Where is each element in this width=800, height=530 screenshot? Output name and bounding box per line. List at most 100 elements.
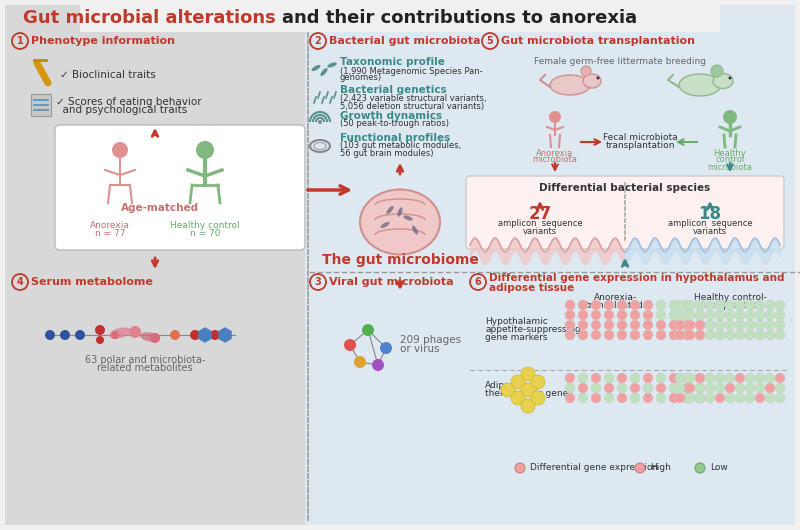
Circle shape	[745, 320, 755, 330]
Text: (50 peak-to-trough ratios): (50 peak-to-trough ratios)	[340, 119, 449, 128]
Circle shape	[635, 463, 645, 473]
Circle shape	[695, 383, 705, 393]
Ellipse shape	[110, 328, 130, 339]
FancyBboxPatch shape	[5, 5, 305, 525]
Text: Fecal microbiota: Fecal microbiota	[602, 132, 678, 142]
Circle shape	[725, 330, 735, 340]
Text: 2: 2	[314, 36, 322, 46]
Circle shape	[755, 330, 765, 340]
Circle shape	[685, 300, 695, 310]
Text: 1: 1	[17, 36, 23, 46]
Text: Taxonomic profile: Taxonomic profile	[340, 57, 445, 67]
Circle shape	[112, 142, 128, 158]
Circle shape	[372, 359, 384, 371]
Text: microbiota: microbiota	[533, 155, 578, 164]
Circle shape	[729, 76, 731, 80]
Circle shape	[725, 393, 735, 403]
Text: Female germ-free littermate breeding: Female germ-free littermate breeding	[534, 57, 706, 66]
Circle shape	[765, 383, 775, 393]
Ellipse shape	[583, 74, 601, 88]
Circle shape	[669, 393, 679, 403]
Circle shape	[682, 330, 692, 340]
Circle shape	[715, 300, 725, 310]
Circle shape	[196, 141, 214, 159]
Text: and psychological traits: and psychological traits	[56, 105, 187, 115]
Circle shape	[723, 110, 737, 124]
Circle shape	[695, 320, 705, 330]
Circle shape	[685, 373, 695, 383]
Circle shape	[669, 383, 679, 393]
Text: appetite-suppressing: appetite-suppressing	[485, 325, 581, 334]
Text: Gut microbiota transplantation: Gut microbiota transplantation	[501, 36, 695, 46]
Circle shape	[775, 310, 785, 320]
Text: Differential bacterial species: Differential bacterial species	[539, 183, 710, 193]
Circle shape	[578, 393, 588, 403]
Circle shape	[705, 393, 715, 403]
Text: Growth dynamics: Growth dynamics	[340, 111, 442, 121]
FancyBboxPatch shape	[305, 5, 795, 525]
Circle shape	[695, 383, 705, 393]
Circle shape	[643, 373, 653, 383]
Circle shape	[735, 300, 745, 310]
Text: 5: 5	[486, 36, 494, 46]
Circle shape	[695, 310, 705, 320]
Circle shape	[685, 330, 695, 340]
Circle shape	[695, 393, 705, 403]
Ellipse shape	[321, 68, 327, 76]
Circle shape	[705, 320, 715, 330]
Text: gene markers: gene markers	[485, 333, 547, 342]
Text: Healthy: Healthy	[714, 148, 746, 157]
Text: adipose tissue: adipose tissue	[489, 283, 574, 293]
Circle shape	[656, 330, 666, 340]
Text: transplanted: transplanted	[701, 302, 759, 311]
Circle shape	[344, 339, 356, 351]
Text: control: control	[715, 155, 745, 164]
Circle shape	[745, 330, 755, 340]
Ellipse shape	[386, 206, 394, 214]
Circle shape	[682, 373, 692, 383]
Text: 6: 6	[474, 277, 482, 287]
Ellipse shape	[140, 332, 160, 342]
Text: Bacterial gut microbiota: Bacterial gut microbiota	[329, 36, 481, 46]
Circle shape	[521, 399, 535, 413]
Circle shape	[745, 393, 755, 403]
Circle shape	[775, 300, 785, 310]
Circle shape	[591, 300, 601, 310]
Text: Healthy control: Healthy control	[170, 220, 240, 229]
Circle shape	[765, 373, 775, 383]
Circle shape	[578, 373, 588, 383]
Text: variants: variants	[693, 226, 727, 235]
Circle shape	[705, 310, 715, 320]
Circle shape	[656, 383, 666, 393]
Circle shape	[643, 320, 653, 330]
Circle shape	[715, 330, 725, 340]
Circle shape	[565, 393, 575, 403]
Circle shape	[604, 393, 614, 403]
Circle shape	[675, 393, 685, 403]
Circle shape	[656, 300, 666, 310]
Circle shape	[775, 393, 785, 403]
Text: Viral gut microbiota: Viral gut microbiota	[329, 277, 454, 287]
Text: (2,423 variable structural variants,: (2,423 variable structural variants,	[340, 94, 486, 103]
Circle shape	[565, 300, 575, 310]
Text: Gut microbial alterations: Gut microbial alterations	[23, 9, 282, 27]
Text: Differential gene expression: Differential gene expression	[530, 464, 658, 473]
Text: Anorexia: Anorexia	[536, 148, 574, 157]
Circle shape	[521, 383, 535, 397]
Circle shape	[515, 463, 525, 473]
Ellipse shape	[679, 74, 721, 96]
Circle shape	[725, 320, 735, 330]
Text: Functional profiles: Functional profiles	[340, 133, 450, 143]
Circle shape	[695, 463, 705, 473]
Text: 5,056 deletion structural variants): 5,056 deletion structural variants)	[340, 102, 484, 110]
Circle shape	[715, 310, 725, 320]
Text: Age-matched: Age-matched	[121, 203, 199, 213]
Text: 18: 18	[698, 205, 722, 223]
Circle shape	[675, 330, 685, 340]
Circle shape	[111, 331, 119, 339]
Circle shape	[675, 300, 685, 310]
Text: Serum metabolome: Serum metabolome	[31, 277, 153, 287]
FancyBboxPatch shape	[31, 94, 51, 116]
Circle shape	[725, 310, 735, 320]
Circle shape	[591, 393, 601, 403]
